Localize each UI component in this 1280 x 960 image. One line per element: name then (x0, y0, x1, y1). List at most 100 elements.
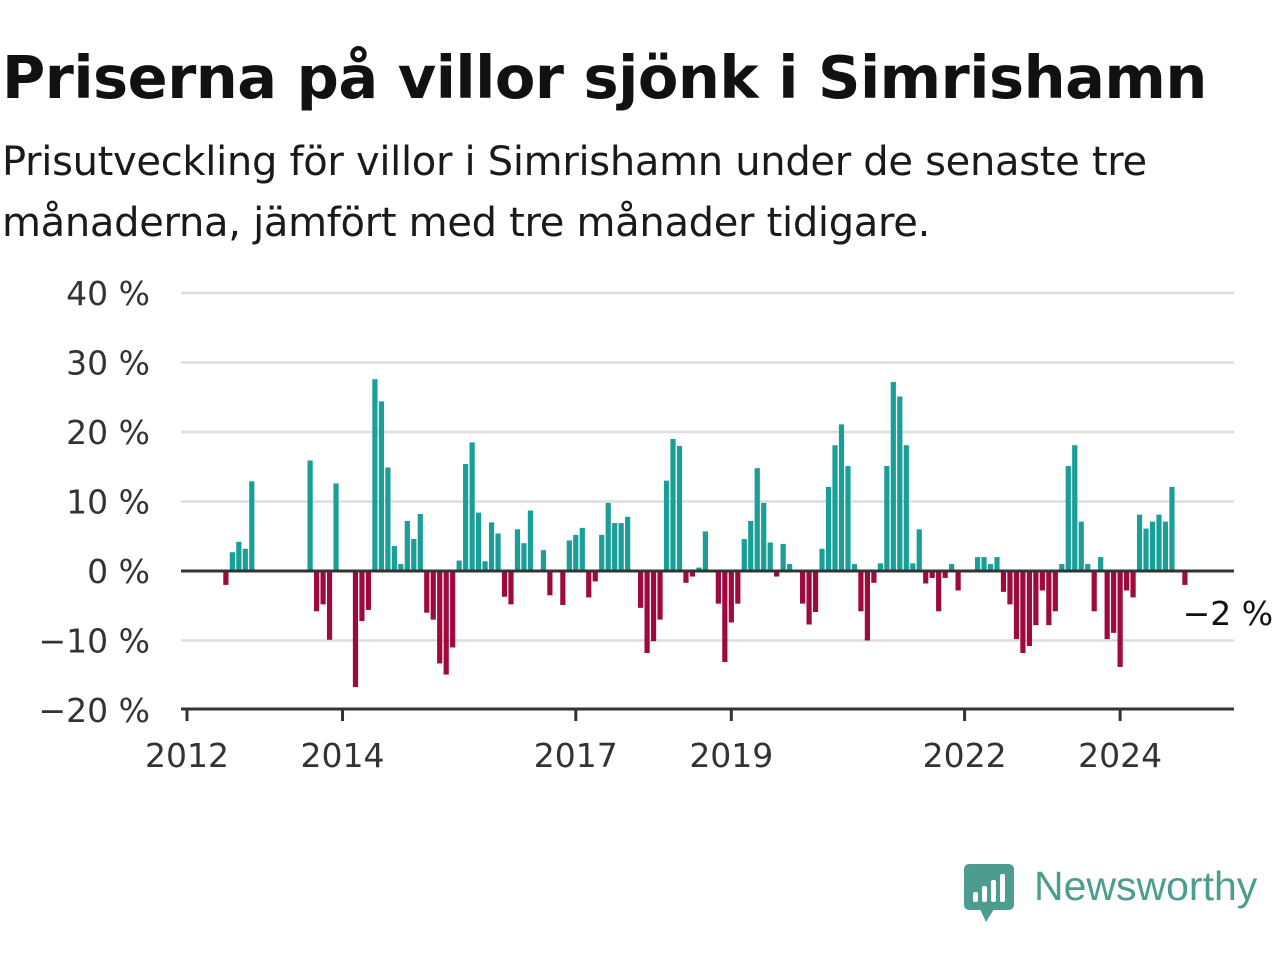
bar (359, 571, 365, 622)
bar (618, 523, 624, 571)
bar (320, 571, 326, 605)
bar (644, 571, 650, 654)
bar (456, 560, 462, 571)
brand-name: Newsworthy (1034, 863, 1258, 909)
axes: −20 % −10 % 0 % 10 % 20 % 30 % 40 % 2012 2014 201… (39, 274, 1234, 775)
bar (825, 486, 832, 571)
bar (501, 571, 508, 597)
bar (424, 571, 430, 613)
bar (1000, 571, 1007, 592)
bar (1104, 571, 1110, 640)
newsworthy-logo: Newsworthy (964, 863, 1276, 928)
bar (547, 571, 553, 596)
bar (573, 534, 579, 571)
bar (1130, 571, 1136, 598)
bar (1124, 571, 1130, 591)
bar (476, 512, 482, 571)
bar (411, 539, 417, 571)
bar (987, 564, 994, 571)
bar (1007, 571, 1013, 605)
bar (858, 571, 864, 612)
bar (437, 571, 443, 664)
bar (333, 483, 339, 571)
bar (864, 571, 870, 641)
bar (242, 548, 248, 571)
x-tick-label: 2012 (145, 736, 229, 775)
bar (638, 571, 644, 608)
y-tick-label: 10 % (66, 483, 150, 522)
bar (715, 571, 721, 604)
bar (761, 502, 767, 571)
y-tick-label: 0 % (87, 552, 150, 591)
y-tick-label: −10 % (39, 622, 151, 661)
bar (1111, 571, 1117, 633)
bar (916, 529, 922, 571)
bar (430, 571, 436, 620)
bar (689, 571, 696, 577)
bar (767, 542, 773, 571)
bar (897, 396, 903, 571)
bar (514, 529, 521, 571)
bar (903, 445, 909, 571)
bar (488, 522, 495, 571)
bar (1136, 514, 1143, 571)
bar (1065, 466, 1071, 571)
bar (1013, 571, 1020, 640)
bar (1052, 571, 1058, 612)
bar (949, 564, 955, 571)
bar (806, 571, 812, 625)
x-tick-label: 2024 (1078, 736, 1162, 775)
bars (223, 379, 1188, 688)
bar (683, 571, 689, 583)
chart-title: Priserna på villor sjönk i Simrishamn (2, 43, 1207, 112)
bar (845, 466, 851, 571)
bar (579, 527, 585, 571)
bar (812, 571, 819, 612)
bar (754, 468, 760, 571)
bar (463, 463, 469, 571)
bar (748, 520, 754, 571)
bar (540, 550, 546, 571)
bar (929, 571, 935, 578)
bar (385, 467, 391, 571)
x-tick-label: 2014 (301, 736, 385, 775)
bar (702, 531, 708, 571)
chart-subtitle: Prisutveckling för villor i Simrishamn u… (2, 139, 1147, 246)
bar (735, 571, 741, 604)
last-value-label: −2 % (1183, 594, 1274, 633)
bar (1169, 486, 1175, 571)
bar (521, 543, 527, 571)
bar (398, 564, 404, 571)
bar (923, 571, 929, 584)
x-tick-label: 2019 (689, 736, 773, 775)
bar (508, 571, 514, 605)
bar (326, 571, 333, 640)
bar (1039, 571, 1045, 591)
bar (1059, 564, 1065, 571)
bar (650, 571, 657, 642)
bar (722, 571, 728, 663)
bar (728, 571, 734, 623)
bar (236, 541, 242, 571)
bar (482, 561, 488, 571)
bar (417, 514, 423, 571)
bar (780, 543, 786, 571)
bar (1078, 521, 1084, 571)
bar (599, 534, 605, 571)
bar (592, 571, 598, 582)
bar (838, 424, 845, 571)
bar (994, 557, 1000, 571)
bar (365, 571, 372, 610)
bar (1046, 571, 1052, 626)
bar (1020, 571, 1026, 654)
bar (800, 571, 806, 604)
bar (1033, 571, 1039, 626)
bar (378, 401, 384, 571)
bar (942, 571, 948, 578)
bar (1156, 514, 1162, 571)
bar (404, 520, 410, 571)
y-tick-label: 40 % (66, 274, 150, 313)
bar (981, 557, 987, 571)
bar (229, 552, 235, 571)
bar (566, 540, 572, 571)
